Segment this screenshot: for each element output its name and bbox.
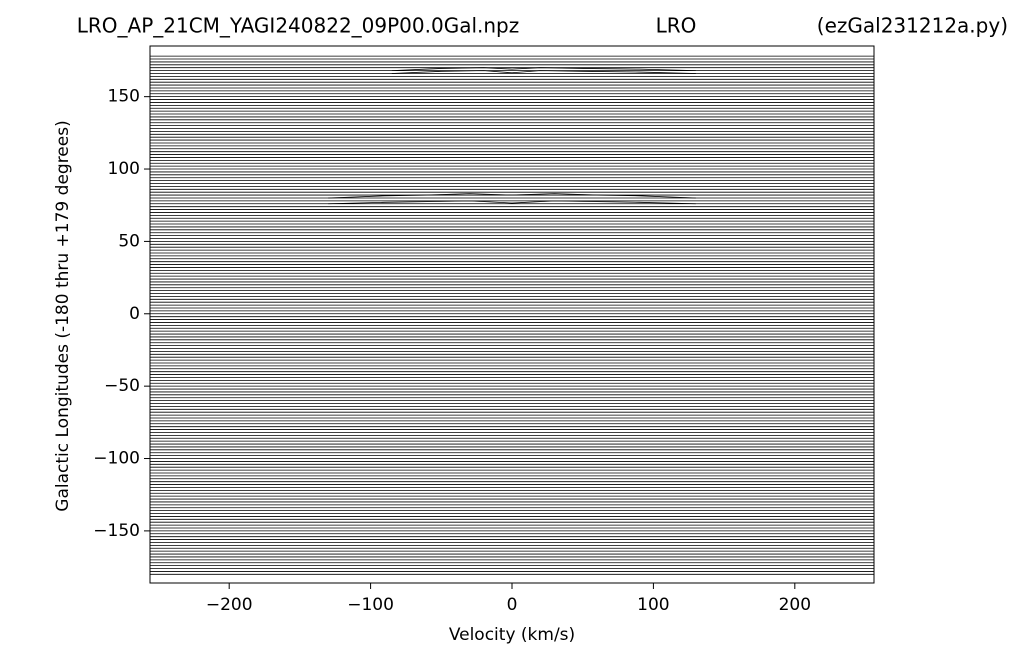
title-center: LRO: [656, 14, 697, 38]
spectrum-trace: [328, 193, 696, 199]
y-tick-label: −50: [104, 376, 140, 396]
title-left: LRO_AP_21CM_YAGI240822_09P00.0Gal.npz: [77, 14, 520, 38]
y-tick-label: −100: [93, 449, 140, 469]
y-tick-label: −150: [93, 521, 140, 541]
x-tick-label: 100: [637, 595, 669, 615]
y-tick-label: 50: [118, 231, 140, 251]
x-axis-label: Velocity (km/s): [449, 625, 575, 645]
spectrum-trace: [328, 200, 696, 205]
plot-area: [150, 55, 874, 575]
x-tick-label: 0: [507, 595, 518, 615]
title-right: (ezGal231212a.py): [817, 14, 1008, 38]
x-tick-label: −100: [347, 595, 394, 615]
spectrum-trace: [391, 70, 696, 74]
spectrum-trace: [391, 67, 696, 72]
y-tick-label: 150: [108, 87, 140, 107]
x-tick-label: 200: [779, 595, 811, 615]
y-tick-label: 100: [108, 159, 140, 179]
y-axis-label: Galactic Longitudes (-180 thru +179 degr…: [53, 120, 73, 511]
x-tick-label: −200: [206, 595, 253, 615]
y-tick-label: 0: [129, 304, 140, 324]
